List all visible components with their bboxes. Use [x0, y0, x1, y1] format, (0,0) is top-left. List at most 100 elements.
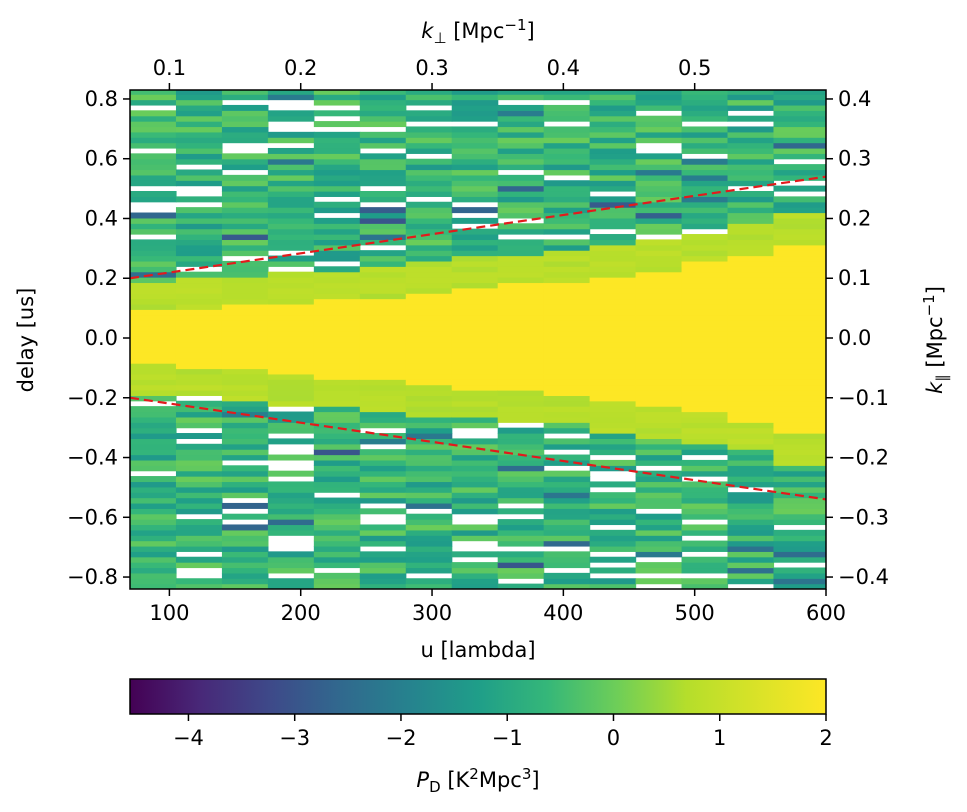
heatmap-cell — [313, 427, 361, 434]
heatmap-cell — [589, 121, 637, 128]
heatmap-cell — [221, 131, 269, 138]
heatmap-cell — [405, 293, 453, 300]
colorbar-tick-label: 0 — [607, 726, 620, 750]
heatmap-cell — [313, 153, 361, 160]
heatmap-cell — [773, 438, 826, 445]
heatmap-cell — [497, 277, 545, 284]
heatmap-cell — [130, 330, 177, 337]
heatmap-cell — [681, 508, 729, 515]
heatmap-cell — [359, 217, 407, 224]
heatmap-cell — [267, 169, 315, 176]
heatmap-cell — [175, 298, 223, 305]
heatmap-cell — [589, 502, 637, 509]
y-tick-label: 0.4 — [85, 206, 118, 230]
heatmap-cell — [543, 309, 591, 316]
heatmap-cell — [221, 239, 269, 246]
heatmap-cell — [497, 303, 545, 310]
heatmap-cell — [130, 454, 177, 461]
heatmap-cell — [405, 454, 453, 461]
heatmap-cell — [681, 330, 729, 337]
heatmap-cell — [635, 223, 683, 230]
heatmap-cell — [221, 250, 269, 257]
heatmap-cell — [543, 336, 591, 343]
heatmap-cell — [313, 121, 361, 128]
heatmap-cell — [543, 325, 591, 332]
heatmap-cell — [130, 529, 177, 536]
heatmap-cell — [635, 190, 683, 197]
heatmap-cell — [543, 201, 591, 208]
heatmap-cell — [313, 524, 361, 531]
heatmap-cell — [543, 502, 591, 509]
heatmap-cell — [727, 406, 775, 413]
heatmap-cell — [405, 336, 453, 343]
heatmap-cell — [727, 180, 775, 187]
heatmap-cell — [267, 255, 315, 262]
heatmap-cell — [130, 250, 177, 257]
heatmap-cell — [727, 142, 775, 149]
heatmap-cell — [589, 266, 637, 273]
heatmap-cell — [681, 470, 729, 477]
heatmap-cell — [589, 395, 637, 402]
heatmap-cell — [130, 121, 177, 128]
heatmap-cell — [727, 158, 775, 165]
heatmap-cell — [543, 320, 591, 327]
heatmap-cell — [773, 169, 826, 176]
heatmap-cell — [497, 228, 545, 235]
heatmap-cell — [589, 389, 637, 396]
heatmap-cell — [589, 234, 637, 241]
y-tick-label: 0.8 — [85, 87, 118, 111]
heatmap-cell — [451, 400, 499, 407]
heatmap-cell — [773, 234, 826, 241]
heatmap-cell — [175, 422, 223, 429]
heatmap-cell — [175, 346, 223, 353]
heatmap-cell — [267, 411, 315, 418]
heatmap-cell — [359, 293, 407, 300]
heatmap-cell — [130, 94, 177, 101]
heatmap-cell — [313, 223, 361, 230]
heatmap-cell — [405, 228, 453, 235]
x-tick-label: 100 — [149, 601, 189, 625]
heatmap-cell — [589, 411, 637, 418]
heatmap-cell — [221, 104, 269, 111]
heatmap-cell — [313, 293, 361, 300]
heatmap-cell — [727, 126, 775, 133]
heatmap-cell — [589, 449, 637, 456]
heatmap-cell — [497, 470, 545, 477]
heatmap-cell — [589, 131, 637, 138]
x-tick-label: 500 — [675, 601, 715, 625]
heatmap-cell — [681, 492, 729, 499]
heatmap-cell — [589, 217, 637, 224]
heatmap-cell — [451, 438, 499, 445]
heatmap-cell — [359, 400, 407, 407]
heatmap-cell — [497, 126, 545, 133]
heatmap-cell — [727, 422, 775, 429]
heatmap-cell — [681, 357, 729, 364]
heatmap-cell — [405, 400, 453, 407]
heatmap-cell — [543, 293, 591, 300]
heatmap-cell — [635, 346, 683, 353]
heatmap-cell — [267, 320, 315, 327]
heatmap-cell — [773, 282, 826, 289]
heatmap-cell — [405, 190, 453, 197]
heatmap-cell — [451, 309, 499, 316]
heatmap-cell — [635, 212, 683, 219]
heatmap-cell — [405, 320, 453, 327]
heatmap-cell — [635, 481, 683, 488]
heatmap-cell — [451, 147, 499, 154]
heatmap-cell — [175, 562, 223, 569]
heatmap-cell — [773, 201, 826, 208]
heatmap-cell — [175, 234, 223, 241]
heatmap-cell — [589, 433, 637, 440]
heatmap-cell — [497, 476, 545, 483]
heatmap-cell — [773, 126, 826, 133]
heatmap-cell — [313, 131, 361, 138]
heatmap-cell — [221, 271, 269, 278]
heatmap-cell — [175, 470, 223, 477]
heatmap-cell — [221, 266, 269, 273]
heatmap-cell — [497, 556, 545, 563]
heatmap-cell — [589, 357, 637, 364]
heatmap-cell — [681, 185, 729, 192]
heatmap-cell — [359, 567, 407, 574]
heatmap-cell — [451, 104, 499, 111]
heatmap-cell — [221, 234, 269, 241]
